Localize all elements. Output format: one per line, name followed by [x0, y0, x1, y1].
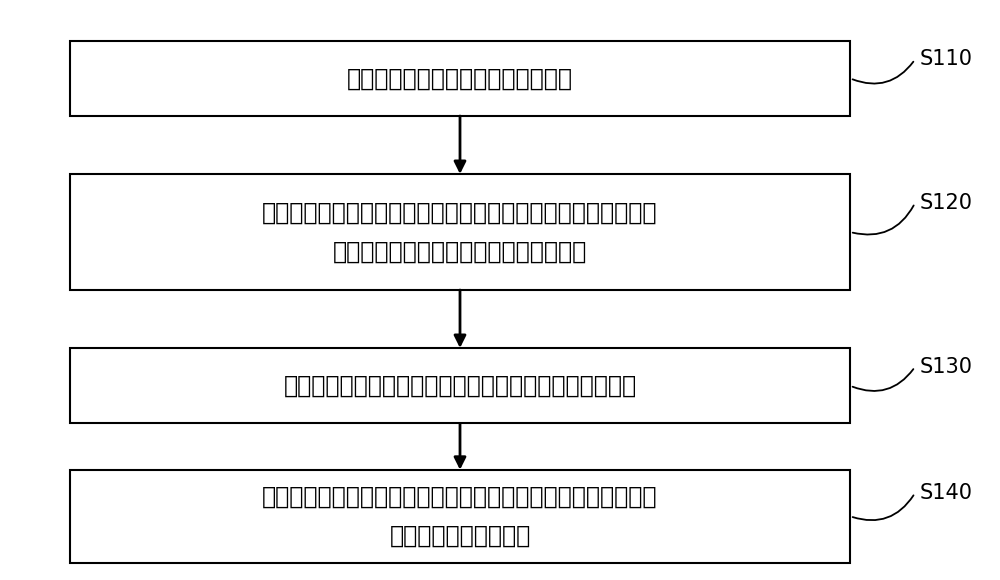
Text: 检测显示区域是否需要进行内容刷新: 检测显示区域是否需要进行内容刷新 — [347, 66, 573, 90]
Bar — [70, 41, 850, 116]
Text: S110: S110 — [920, 49, 973, 70]
Bar — [70, 348, 850, 423]
Text: S130: S130 — [920, 357, 973, 377]
Text: S120: S120 — [920, 193, 973, 213]
Text: S140: S140 — [920, 483, 973, 503]
Text: 控制第一显示内容图像和第二显示内容图像，以预设透明度的重
影方式显示在显示区域: 控制第一显示内容图像和第二显示内容图像，以预设透明度的重 影方式显示在显示区域 — [262, 485, 658, 548]
Bar — [70, 470, 850, 563]
Bar — [70, 174, 850, 290]
Text: 确定显示区域进行内容刷新时待显示的第二显示内容图像: 确定显示区域进行内容刷新时待显示的第二显示内容图像 — [283, 374, 637, 398]
Text: 在检测到显示区域需要进行内容刷新时，确定显示区域进行内容
刷新前一时刻所显示的第一显示内容图像: 在检测到显示区域需要进行内容刷新时，确定显示区域进行内容 刷新前一时刻所显示的第… — [262, 201, 658, 263]
